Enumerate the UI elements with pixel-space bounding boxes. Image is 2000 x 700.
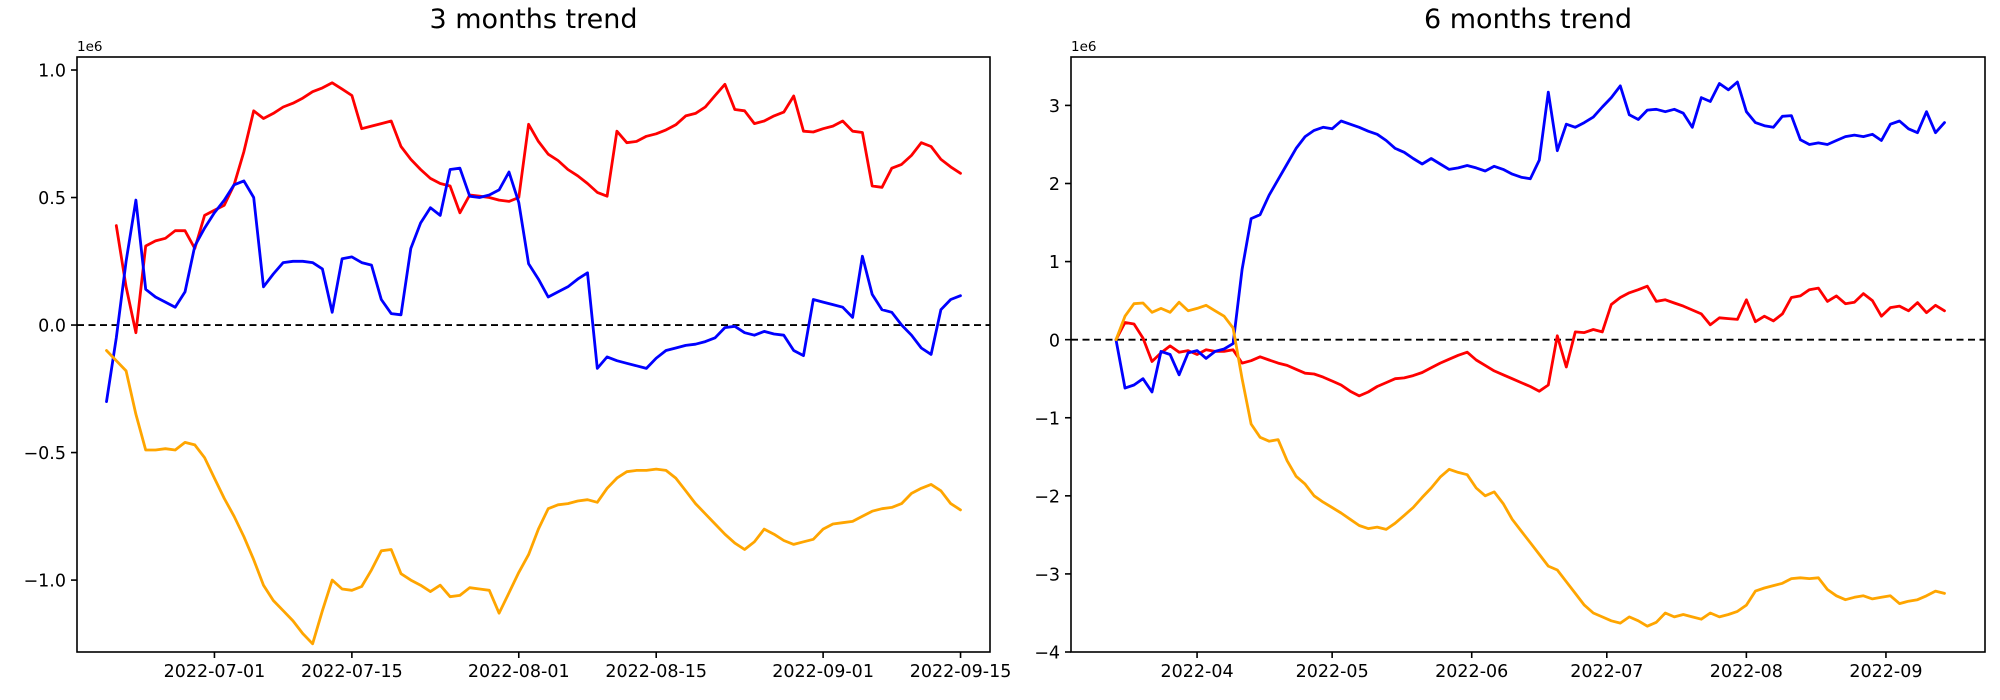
x-tick-label: 2022-09-15 xyxy=(910,662,1012,682)
x-tick-label: 2022-08-01 xyxy=(468,662,570,682)
y-tick-label: 1.0 xyxy=(38,62,66,82)
orange-line xyxy=(1114,300,1946,628)
chart-title: 6 months trend xyxy=(1424,4,1632,35)
blue-line xyxy=(105,166,962,404)
y-tick-label: 1 xyxy=(1049,253,1060,273)
y-axis-offset-label: 1e6 xyxy=(1071,39,1097,55)
axes-spines xyxy=(1070,56,1986,653)
x-tick-label: 2022-05 xyxy=(1296,662,1369,682)
y-tick-label: 0.5 xyxy=(38,189,66,209)
red-line xyxy=(1114,284,1946,398)
x-tick-label: 2022-06 xyxy=(1435,662,1508,682)
orange-line xyxy=(105,349,962,646)
chart-title: 3 months trend xyxy=(429,4,638,35)
x-tick-label: 2022-08 xyxy=(1710,662,1783,682)
y-tick-label: −1.0 xyxy=(24,572,67,592)
blue-line xyxy=(1114,80,1946,394)
x-tick-label: 2022-09 xyxy=(1849,662,1922,682)
x-tick-label: 2022-09-01 xyxy=(772,662,874,682)
y-tick-label: −3 xyxy=(1034,566,1060,586)
y-tick-label: 2 xyxy=(1049,175,1060,195)
y-tick-label: 0.0 xyxy=(38,317,66,337)
red-line xyxy=(114,81,962,335)
y-axis-offset-label: 1e6 xyxy=(77,39,103,55)
x-tick-label: 2022-07-15 xyxy=(301,662,403,682)
x-tick-label: 2022-04 xyxy=(1161,662,1234,682)
x-tick-label: 2022-08-15 xyxy=(605,662,707,682)
x-tick-label: 2022-07 xyxy=(1570,662,1643,682)
y-tick-label: 0 xyxy=(1049,331,1060,351)
y-tick-label: −1 xyxy=(1034,409,1060,429)
y-tick-label: −0.5 xyxy=(24,444,67,464)
y-tick-label: −4 xyxy=(1034,644,1060,664)
y-tick-label: 3 xyxy=(1049,97,1060,117)
y-tick-label: −2 xyxy=(1034,487,1060,507)
axes-spines xyxy=(76,56,991,653)
plot-3-months-trend: 2022-07-01 2022-07-15 2022-08-01 2022-08-15… xyxy=(24,56,1012,682)
x-tick-label: 2022-07-01 xyxy=(164,662,266,682)
plot-6-months-trend: 2022-04 2022-05 2022-06 2022-07 2022-08 2022-… xyxy=(1034,56,1986,682)
